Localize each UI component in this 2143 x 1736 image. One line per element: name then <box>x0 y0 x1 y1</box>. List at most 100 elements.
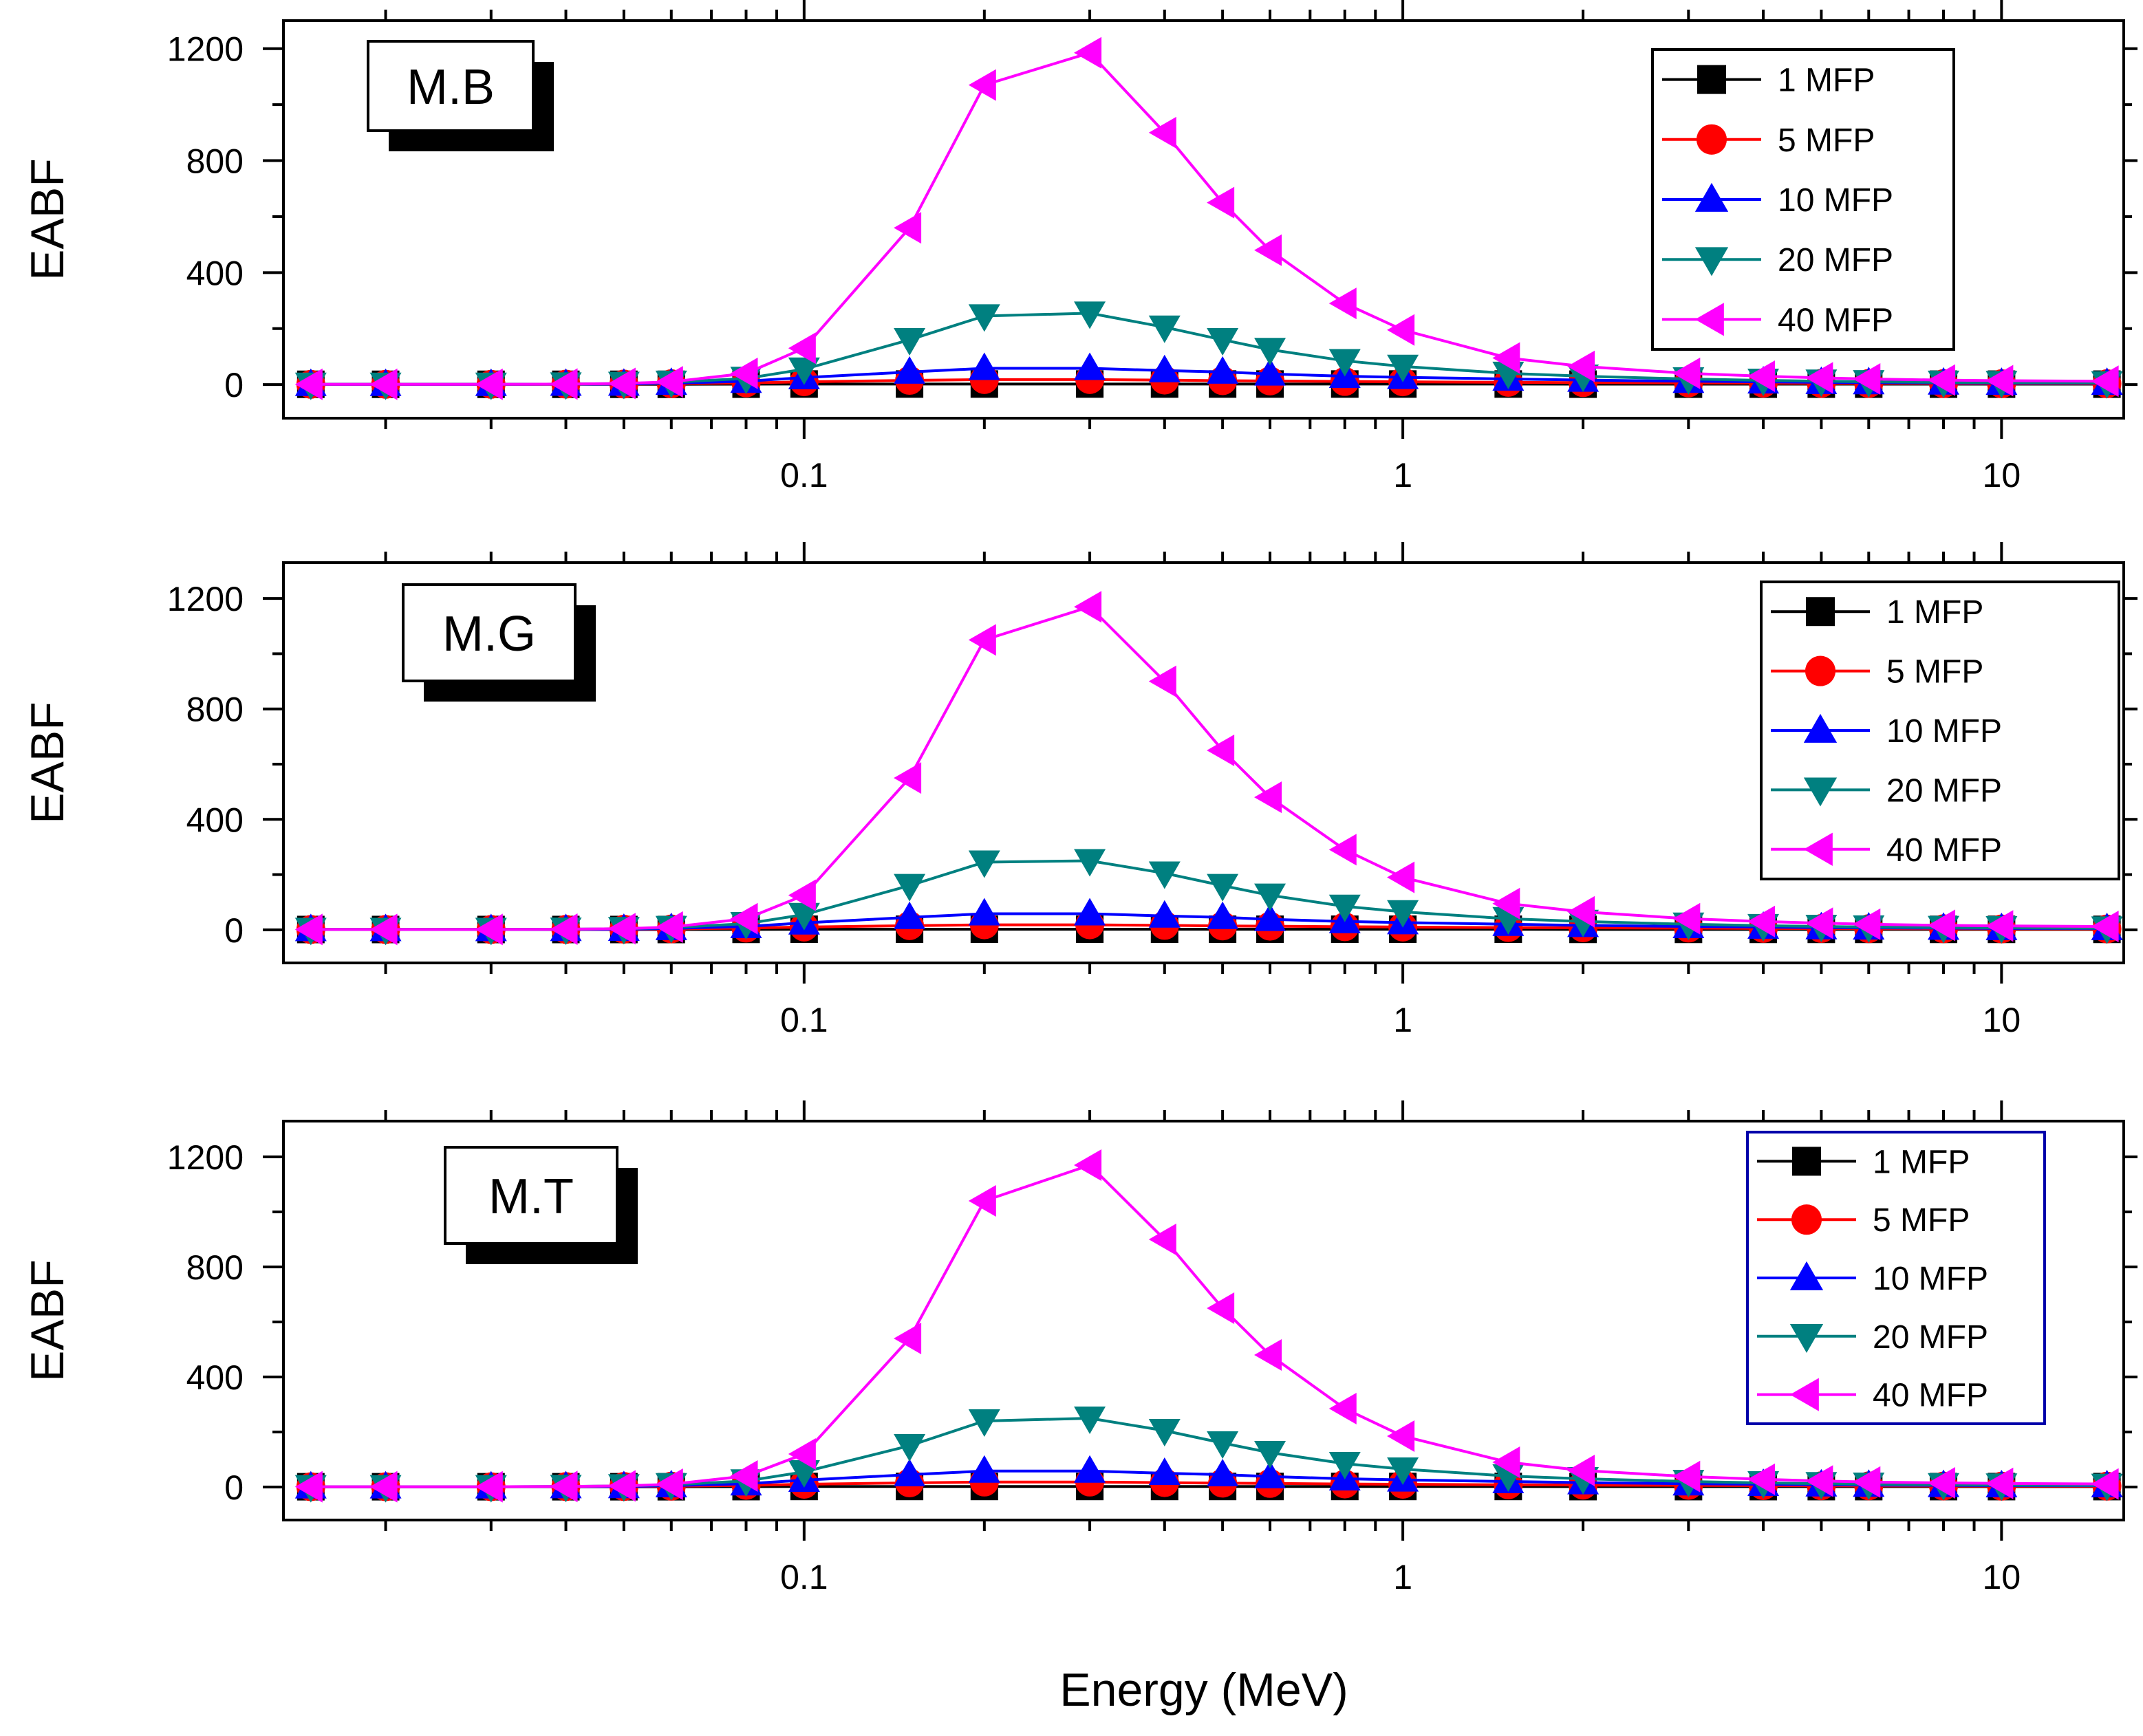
y-tick-label: 0 <box>224 366 244 404</box>
legend-marker-swatch <box>1789 1323 1824 1353</box>
legend-marker-swatch <box>1697 65 1726 94</box>
data-point <box>1074 1149 1102 1181</box>
data-point <box>1207 186 1235 219</box>
legend-entry: 10 MFP <box>1662 182 1893 219</box>
legend-entry: 1 MFP <box>1757 1144 1970 1180</box>
legend: 1 MFP 5 MFP 10 MFP 20 MFP 40 MFP <box>1651 48 1955 351</box>
y-axis-title: EABF <box>21 158 74 281</box>
data-point <box>1387 1457 1419 1485</box>
legend-marker-swatch <box>1806 597 1835 627</box>
data-point <box>1492 342 1520 374</box>
legend-entry: 5 MFP <box>1757 1202 1970 1239</box>
data-point <box>968 69 996 101</box>
panel-label: M.T <box>488 1169 574 1224</box>
data-point <box>894 1459 926 1486</box>
data-point <box>788 357 820 385</box>
data-point <box>607 913 636 945</box>
data-point <box>1254 338 1286 366</box>
data-point <box>1074 1455 1106 1483</box>
data-point <box>1074 1407 1106 1434</box>
data-point <box>1254 358 1286 386</box>
data-point <box>894 874 926 902</box>
data-point <box>1148 1419 1181 1446</box>
legend-entry: 40 MFP <box>1757 1378 1988 1414</box>
y-tick-label: 0 <box>224 1468 244 1507</box>
x-tick-label: 10 <box>1983 456 2021 495</box>
data-point <box>1672 1460 1701 1493</box>
legend-label: 20 MFP <box>1886 772 2002 809</box>
data-point <box>1074 352 1106 380</box>
data-point <box>2091 911 2119 943</box>
data-point <box>1567 350 1595 382</box>
data-point <box>1328 349 1361 377</box>
data-point <box>968 850 1000 878</box>
data-point <box>1328 834 1357 866</box>
data-point <box>1254 1460 1286 1488</box>
data-point <box>607 367 636 400</box>
data-point <box>894 901 926 929</box>
data-point <box>1207 328 1239 356</box>
legend: 1 MFP 5 MFP 10 MFP 20 MFP 40 MFP <box>1760 581 2120 880</box>
data-point <box>1672 902 1701 935</box>
legend-label: 40 MFP <box>1778 302 1893 338</box>
legend-entry: 5 MFP <box>1662 122 1875 159</box>
data-point <box>788 902 820 931</box>
data-point <box>730 357 758 389</box>
legend-label: 1 MFP <box>1778 63 1875 99</box>
data-point <box>1387 354 1419 382</box>
x-tick-label: 0.1 <box>780 1001 828 1039</box>
legend-label: 40 MFP <box>1873 1378 1988 1414</box>
chart-panel-3: 0.1 1 10 0 400 800 1200 EABF M.T 1 MFP 5 MFP 10 MFP… <box>21 1100 2137 1596</box>
chart-panel-2: 0.1 1 10 0 400 800 1200 EABF M.G 1 MFP 5 MFP 10 MFP… <box>21 542 2137 1039</box>
data-point <box>1492 1446 1520 1478</box>
legend-label: 20 MFP <box>1778 242 1893 279</box>
data-point <box>1148 1457 1181 1485</box>
x-tick-label: 0.1 <box>780 456 828 495</box>
y-tick-label: 400 <box>186 1358 244 1397</box>
data-point <box>1207 1431 1239 1459</box>
data-point <box>369 913 398 946</box>
data-point <box>607 1470 636 1502</box>
series-40-mfp <box>294 591 2119 946</box>
legend-marker-swatch <box>1694 182 1729 212</box>
data-point <box>968 1455 1000 1483</box>
data-point <box>1853 908 1881 940</box>
data-point <box>1492 887 1520 920</box>
legend-label: 40 MFP <box>1886 832 2002 869</box>
data-point <box>1928 1467 1956 1499</box>
data-point <box>1148 1224 1176 1255</box>
legend-label: 20 MFP <box>1873 1319 1988 1356</box>
legend-marker-swatch <box>1803 713 1838 743</box>
data-point <box>730 902 758 935</box>
data-point <box>894 1323 922 1354</box>
legend-marker-swatch <box>1803 832 1833 866</box>
data-point <box>894 212 922 244</box>
data-point <box>1074 898 1106 926</box>
legend-entry: 40 MFP <box>1771 832 2002 869</box>
y-tick-label: 0 <box>224 911 244 950</box>
data-point <box>788 332 816 365</box>
data-point <box>1387 861 1415 893</box>
data-point <box>1207 874 1239 902</box>
data-point <box>1148 354 1181 382</box>
data-point <box>294 1471 323 1503</box>
plot-area-frame <box>282 19 2125 420</box>
legend-entry: 40 MFP <box>1662 302 1893 338</box>
data-point <box>655 1468 683 1500</box>
data-point <box>968 898 1000 926</box>
data-point <box>894 328 926 356</box>
data-point <box>1074 36 1102 69</box>
legend-label: 10 MFP <box>1873 1261 1988 1297</box>
data-point <box>1207 901 1239 929</box>
data-point <box>1805 362 1833 394</box>
data-point <box>475 1471 503 1503</box>
data-point <box>1985 910 2014 942</box>
data-point <box>1853 1466 1881 1498</box>
data-point <box>2091 365 2119 398</box>
legend-marker-swatch <box>1792 1147 1821 1176</box>
panel-label: M.B <box>407 60 495 115</box>
data-point <box>1747 360 1776 392</box>
legend-entry: 1 MFP <box>1662 63 1875 99</box>
data-point <box>968 1409 1000 1437</box>
